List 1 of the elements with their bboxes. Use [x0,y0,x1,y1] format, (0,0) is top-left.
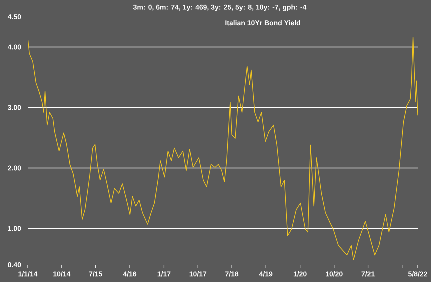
line-series [28,37,418,261]
